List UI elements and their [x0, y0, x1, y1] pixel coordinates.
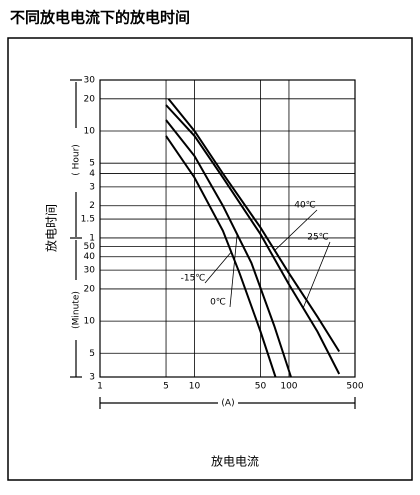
x-tick-label: 10	[189, 382, 201, 392]
x-title: 放电电流	[211, 454, 259, 469]
series-line	[167, 98, 341, 353]
leader-line	[274, 209, 318, 251]
y-tick-label: 20	[84, 94, 96, 104]
y-tick-label: 30	[84, 76, 96, 86]
series-line	[165, 119, 292, 378]
chart-title: 不同放电电流下的放电时间	[10, 9, 190, 27]
series-line	[165, 104, 341, 375]
x-tick-label: 100	[280, 382, 297, 392]
y-tick-label: 3	[89, 182, 95, 192]
y-tick-label: 20	[84, 284, 96, 294]
y-tick-label: 4	[89, 169, 95, 179]
y-tick-label: 10	[84, 127, 96, 137]
y-tick-label: 10	[84, 317, 96, 327]
y-tick-label: 2	[89, 201, 95, 211]
series-label: -15℃	[181, 274, 206, 284]
leader-line	[302, 241, 331, 309]
series-label: 40℃	[294, 201, 316, 211]
y-tick-label: 1	[89, 233, 95, 243]
x-tick-label: 5	[163, 382, 169, 392]
leader-line	[229, 234, 238, 308]
y-tick-label: 30	[84, 266, 96, 276]
y-label-minute: (Minute)	[72, 291, 82, 329]
y-tick-label: 5	[89, 159, 95, 169]
y-label-hour: ( Hour)	[72, 144, 82, 176]
axis-arrows	[70, 79, 356, 409]
x-label: (A)	[221, 399, 234, 409]
y-tick-label: 50	[84, 242, 96, 252]
series-label: 25℃	[307, 233, 329, 243]
plot-area	[99, 79, 356, 378]
y-tick-label: 40	[84, 252, 96, 262]
y-tick-label: 5	[89, 349, 95, 359]
y-tick-label: 1.5	[81, 215, 95, 225]
x-tick-label: 500	[346, 382, 363, 392]
x-tick-label: 50	[255, 382, 267, 392]
series-label: 0℃	[210, 298, 226, 308]
frame	[7, 37, 413, 481]
y-tick-label: 3	[89, 373, 95, 383]
x-tick-label: 1	[97, 382, 103, 392]
y-title: 放电时间	[44, 204, 59, 252]
leader-line	[204, 251, 232, 284]
